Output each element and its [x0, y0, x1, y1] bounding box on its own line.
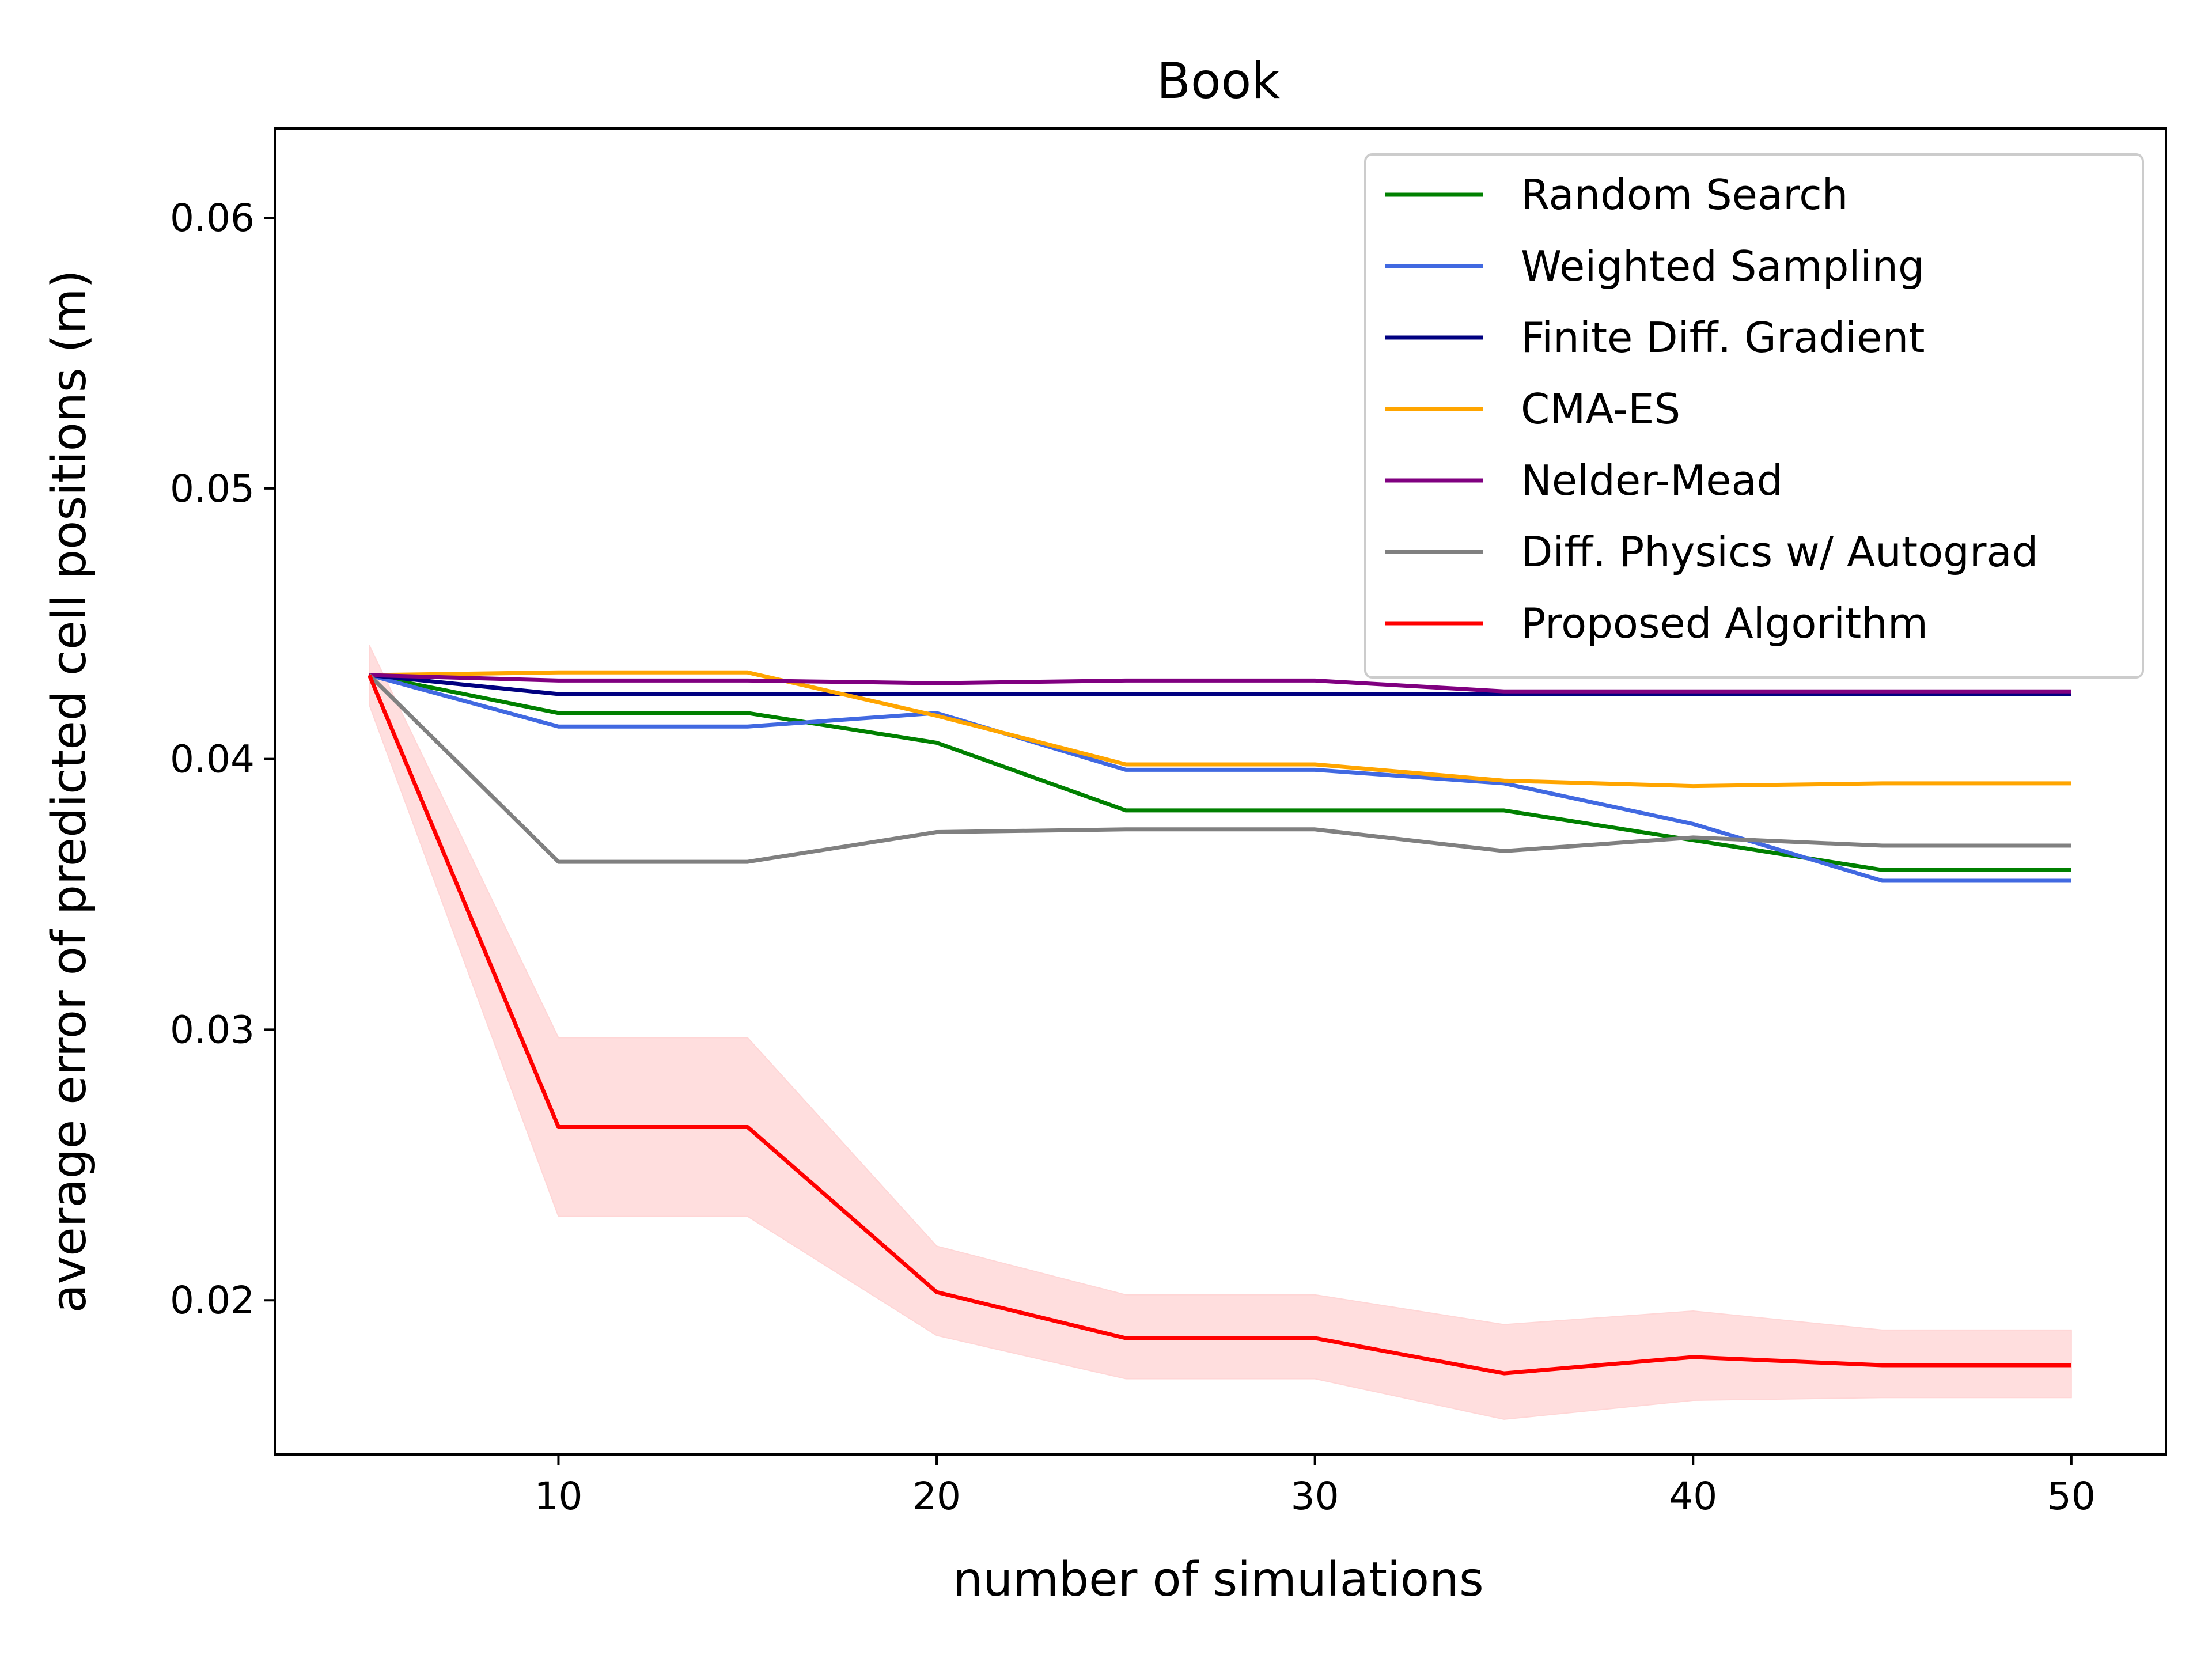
legend-label-finite-diff-gradient: Finite Diff. Gradient [1521, 313, 1925, 362]
y-tick-label: 0.02 [170, 1278, 255, 1323]
x-tick-label: 30 [1291, 1474, 1339, 1518]
y-axis-title: average error of predicted cell position… [42, 270, 97, 1313]
y-tick-label: 0.04 [170, 737, 255, 782]
x-axis: 10 20 30 40 50 [534, 1455, 2096, 1518]
series-line-proposed-algorithm [367, 674, 2071, 1376]
y-axis: 0.02 0.03 0.04 0.05 0.06 [170, 196, 275, 1323]
y-tick-label: 0.03 [170, 1007, 255, 1052]
x-tick-label: 50 [2047, 1474, 2096, 1518]
legend-label-cma-es: CMA-ES [1521, 385, 1680, 433]
series-line-diff-physics-w-autograd [368, 673, 2071, 864]
x-tick-label: 10 [534, 1474, 582, 1518]
plot-frame [274, 127, 2167, 1456]
y-tick-label: 0.05 [170, 467, 255, 511]
series-line-weighted-sampling [369, 673, 2071, 883]
x-tick-label: 40 [1669, 1474, 1717, 1518]
legend-label-random-search: Random Search [1521, 171, 1848, 219]
chart-title: Book [1157, 52, 1280, 110]
legend-label-nelder-mead: Nelder-Mead [1521, 456, 1783, 505]
series-line-finite-diff-gradient [369, 673, 2071, 696]
legend-label-diff-physics-w-autograd: Diff. Physics w/ Autograd [1521, 528, 2038, 576]
series-line-nelder-mead [369, 673, 2071, 694]
series-band-proposed-algorithm [369, 645, 2072, 1420]
x-tick-label: 20 [912, 1474, 961, 1518]
legend-label-proposed-algorithm: Proposed Algorithm [1521, 599, 1928, 647]
x-axis-title: number of simulations [953, 1552, 1483, 1607]
legend-label-weighted-sampling: Weighted Sampling [1521, 242, 1925, 290]
y-tick-label: 0.06 [170, 196, 255, 240]
legend-box [1364, 153, 2144, 679]
series-line-random-search [369, 673, 2071, 872]
legend: Random Search Weighted Sampling Finite Dif… [1364, 153, 2144, 679]
plot-content [367, 645, 2072, 1420]
series-line-cma-es [369, 670, 2071, 789]
